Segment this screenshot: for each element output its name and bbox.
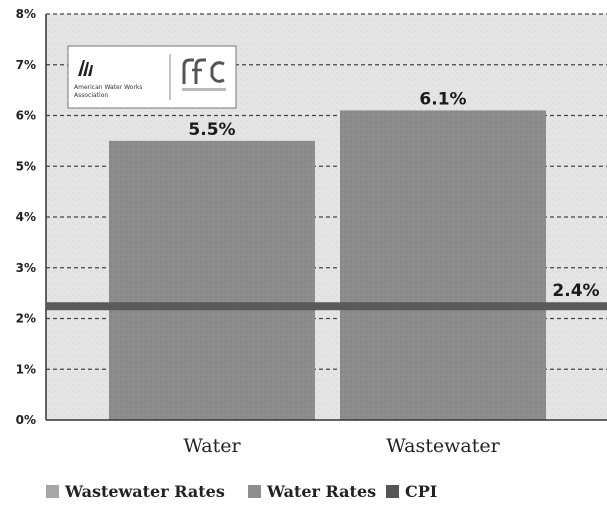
category-label: Wastewater	[386, 435, 500, 457]
cpi-value-label: 2.4%	[552, 281, 599, 301]
y-tick-label: 4%	[16, 210, 36, 224]
category-label: Water	[183, 435, 241, 457]
bar-value-label: 6.1%	[419, 89, 466, 109]
awwa-logo-icon	[78, 60, 93, 76]
y-tick-label: 1%	[16, 362, 36, 376]
y-tick-label: 6%	[16, 109, 36, 123]
y-tick-label: 7%	[16, 58, 36, 72]
y-axis-ticks: 0% 1% 2% 3% 4% 5% 6% 7% 8%	[16, 7, 36, 427]
legend-swatch	[248, 485, 261, 498]
legend-label: Water Rates	[266, 482, 376, 501]
bars	[109, 110, 546, 421]
rfc-logo-icon	[182, 58, 226, 91]
bar-value-labels: 5.5% 6.1%	[188, 89, 466, 139]
legend: Wastewater Rates Water Rates CPI	[46, 482, 437, 501]
category-labels: Water Wastewater	[183, 435, 500, 457]
logo-box: American Water Works Association	[67, 45, 237, 109]
logo-text-line2: Association	[74, 92, 108, 99]
y-tick-label: 3%	[16, 261, 36, 275]
legend-label: Wastewater Rates	[64, 482, 225, 501]
y-tick-label: 2%	[16, 312, 36, 326]
legend-swatch	[386, 485, 399, 498]
logo-text-line1: American Water Works	[74, 84, 142, 91]
bar-value-label: 5.5%	[188, 120, 235, 140]
y-tick-label: 5%	[16, 159, 36, 173]
y-tick-label: 8%	[16, 7, 36, 21]
legend-swatch	[46, 485, 59, 498]
legend-label: CPI	[405, 482, 437, 501]
y-tick-label: 0%	[16, 413, 36, 427]
bar-water	[109, 140, 315, 420]
bar-wastewater	[340, 110, 546, 421]
